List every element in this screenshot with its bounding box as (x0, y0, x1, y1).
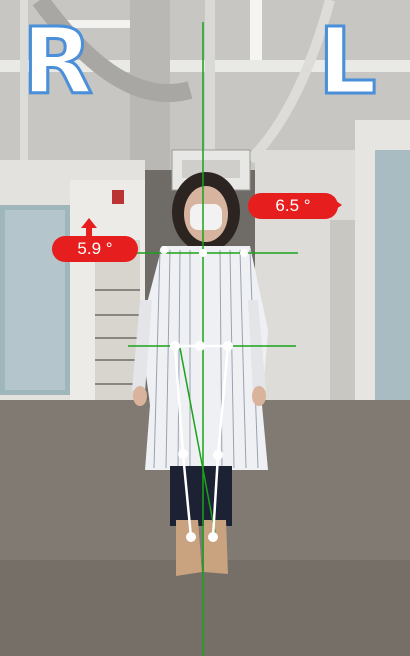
right-side-label: R (21, 8, 95, 115)
leg-skeleton (173, 344, 230, 538)
up-arrow-icon (81, 218, 97, 228)
left-side-label: L (317, 8, 379, 115)
right-shoulder-angle-badge: 5.9 ° (52, 236, 138, 262)
left-shoulder-angle-badge: 6.5 ° (248, 193, 338, 219)
leg-guide-line (179, 347, 217, 539)
